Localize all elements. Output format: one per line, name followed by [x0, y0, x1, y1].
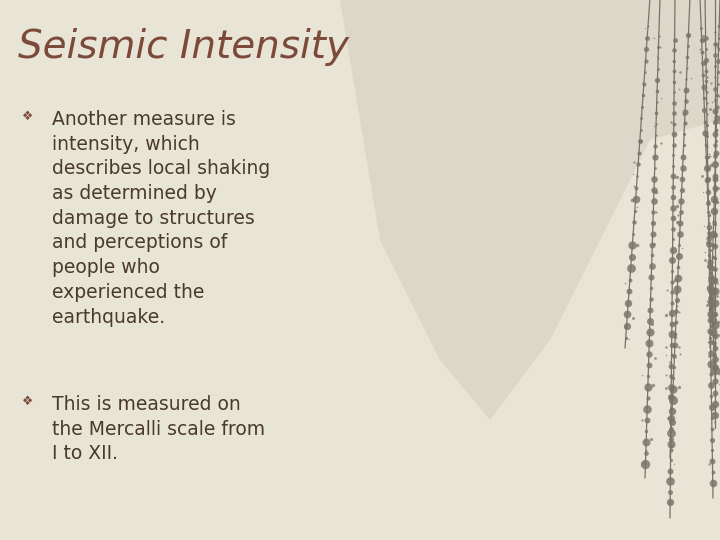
- Text: Another measure is
intensity, which
describes local shaking
as determined by
dam: Another measure is intensity, which desc…: [52, 110, 270, 327]
- Text: ❖: ❖: [22, 395, 33, 408]
- Text: This is measured on
the Mercalli scale from
I to XII.: This is measured on the Mercalli scale f…: [52, 395, 265, 463]
- Text: ❖: ❖: [22, 110, 33, 123]
- Polygon shape: [340, 0, 720, 420]
- Text: Seismic Intensity: Seismic Intensity: [18, 28, 349, 66]
